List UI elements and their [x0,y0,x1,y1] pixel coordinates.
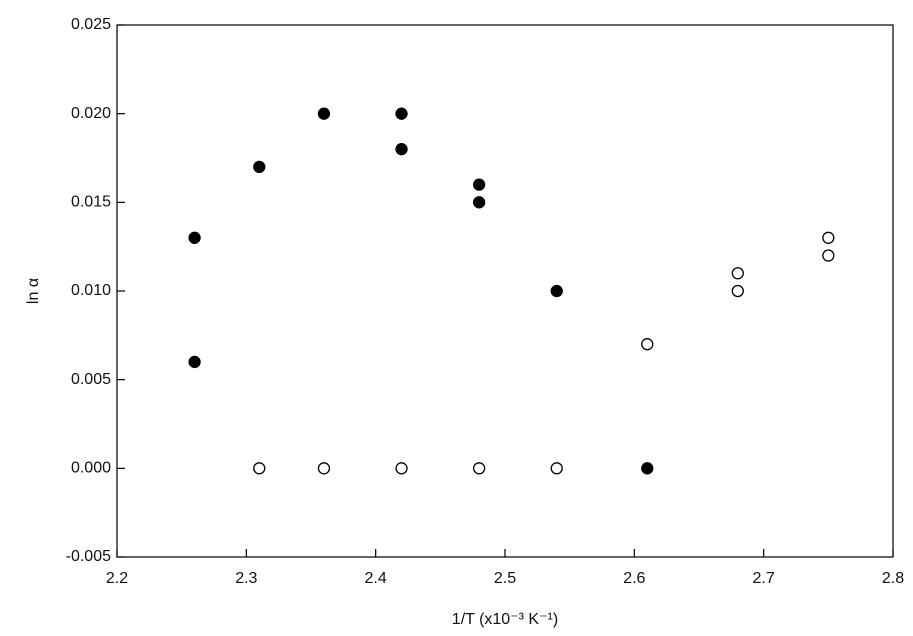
y-axis-label: ln α [25,278,42,304]
x-tick-label: 2.2 [106,570,128,587]
plot-frame [116,24,894,558]
data-point [188,355,201,369]
y-tick-label: 0.020 [71,105,111,122]
data-point [641,462,654,475]
y-tick-label: 0.025 [71,16,111,33]
data-point [550,284,563,298]
data-point [822,249,835,262]
data-point [395,107,408,120]
x-tick-label: 2.5 [494,570,516,587]
y-tick-label: 0.005 [71,371,111,388]
data-point [317,462,331,475]
y-tick-label: -0.005 [66,548,111,565]
data-point [822,231,835,244]
data-point [317,107,331,120]
x-tick-label: 2.4 [365,570,387,587]
data-point [188,231,201,244]
data-point [253,462,266,475]
data-point [731,267,744,280]
data-point [550,462,563,475]
y-tick-label: 0.015 [71,194,111,211]
x-tick-label: 2.8 [882,570,904,587]
x-tick-label: 2.7 [753,570,775,587]
data-point [731,284,744,298]
data-point [472,178,486,191]
data-point [253,160,266,174]
x-tick-label: 2.3 [235,570,257,587]
x-tick-label: 2.6 [623,570,645,587]
x-axis-label: 1/T (x10⁻³ K⁻¹) [452,611,558,628]
data-point [641,338,654,351]
y-tick-label: 0.010 [71,282,111,299]
data-point [472,462,486,475]
data-point [395,142,408,156]
data-point [472,196,486,209]
y-tick-label: 0.000 [71,460,111,477]
data-point [395,462,408,475]
